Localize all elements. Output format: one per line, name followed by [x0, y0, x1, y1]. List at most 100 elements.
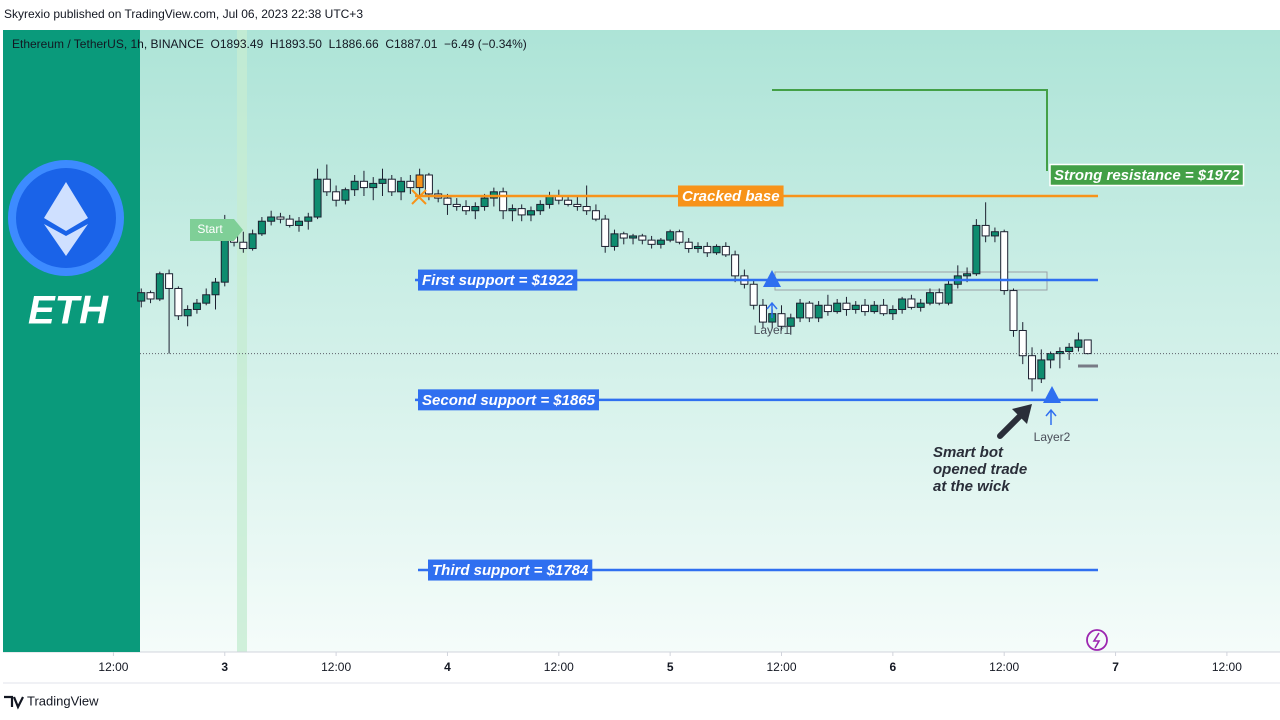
level-label: First support = $1922	[422, 272, 574, 289]
candle-body	[731, 254, 740, 277]
candle-body	[183, 308, 192, 317]
x-tick-label: 12:00	[1212, 660, 1242, 674]
x-tick-label: 7	[1112, 660, 1119, 674]
candle-body	[1083, 339, 1092, 355]
note-line: at the wick	[933, 478, 1010, 495]
candle-body	[749, 283, 758, 306]
layer2-triangle	[1043, 386, 1061, 403]
candle-body	[146, 292, 155, 300]
resistance-leader	[772, 89, 1048, 171]
level-badge	[678, 185, 784, 207]
candle-body	[703, 245, 712, 254]
start-badge	[190, 219, 243, 241]
candle-body	[211, 281, 220, 296]
eth-diamond-bottom	[44, 224, 88, 256]
candle-body	[462, 206, 471, 212]
candle-body	[601, 218, 610, 247]
candle-body	[155, 273, 164, 300]
alert-bolt	[1092, 632, 1101, 649]
candle-body	[582, 206, 591, 212]
candle-body	[666, 231, 675, 241]
candle-body	[369, 182, 378, 189]
candle-body	[137, 292, 146, 302]
candle-body	[350, 180, 359, 191]
candle-body	[313, 178, 322, 218]
candle-body	[545, 195, 554, 205]
candle-body	[898, 298, 907, 310]
candle-body	[443, 197, 452, 205]
candle-body	[276, 216, 285, 220]
candle-body	[1018, 329, 1027, 357]
candle-body	[508, 208, 517, 212]
candle-body	[935, 292, 944, 304]
publish-info: Skyrexio published on TradingView.com, J…	[4, 7, 363, 21]
candle-body	[656, 239, 665, 245]
candle-body	[322, 178, 331, 193]
note-line: opened trade	[933, 461, 1027, 478]
cross-marker	[411, 189, 427, 205]
level-badge	[418, 269, 578, 291]
candle-body	[452, 203, 461, 208]
layer1-label: Layer1	[754, 323, 791, 337]
candle-body	[638, 235, 647, 241]
candle-body	[415, 174, 424, 189]
x-tick-label: 12:00	[544, 660, 574, 674]
candle-body	[721, 245, 730, 256]
x-tick-label: 6	[890, 660, 897, 674]
candle-body	[786, 317, 795, 327]
candle-body	[165, 273, 174, 289]
candle-body	[1037, 359, 1046, 380]
candle-body	[823, 304, 832, 313]
candle-body	[675, 231, 684, 243]
symbol-legend: Ethereum / TetherUS, 1h, BINANCE O1893.4…	[12, 37, 527, 51]
candle-body	[202, 294, 211, 304]
candle-body	[805, 302, 814, 319]
side-panel	[3, 30, 140, 652]
note-arrow	[997, 411, 1025, 439]
candle-body	[981, 224, 990, 237]
candle-body	[526, 210, 535, 216]
candle-body	[1000, 231, 1009, 292]
layer2-label: Layer2	[1034, 430, 1071, 444]
candle-body	[267, 216, 276, 222]
candle-body	[916, 302, 925, 308]
candle-body	[480, 197, 489, 208]
candle-body	[406, 180, 415, 189]
candle-body	[647, 239, 656, 245]
tv-logo	[4, 695, 24, 710]
candle-body	[332, 191, 341, 201]
level-badge	[418, 389, 599, 411]
candle-body	[851, 304, 860, 310]
candle-body	[972, 224, 981, 275]
candle-body	[861, 304, 870, 313]
candle-body	[1028, 355, 1037, 380]
candle-body	[174, 287, 183, 317]
x-tick-label: 4	[444, 660, 451, 674]
candle-body	[378, 178, 387, 184]
candle-body	[814, 304, 823, 319]
candle-body	[693, 245, 702, 250]
candle-body	[499, 191, 508, 212]
x-tick-label: 12:00	[321, 660, 351, 674]
candle-body	[424, 174, 433, 195]
level-label: Cracked base	[682, 188, 780, 205]
plot-area	[3, 30, 1280, 652]
candle-body	[944, 283, 953, 304]
candle-body	[990, 231, 999, 237]
x-tick-label: 12:00	[98, 660, 128, 674]
candle-body	[294, 220, 303, 226]
candle-body	[1046, 353, 1055, 361]
candle-body	[619, 233, 628, 239]
candle-body	[1055, 351, 1064, 355]
candle-body	[629, 235, 638, 239]
levels: Strong resistance = $1972 Cracked base Fir…	[415, 163, 1245, 581]
candle-body	[777, 313, 786, 327]
x-tick-label: 12:00	[989, 660, 1019, 674]
candle-body	[610, 233, 619, 247]
candle-body	[192, 302, 201, 310]
start-highlight	[237, 30, 247, 652]
footer-brand: TradingView	[27, 693, 99, 708]
candle-body	[1009, 290, 1018, 331]
alert-icon[interactable]	[1086, 629, 1108, 651]
